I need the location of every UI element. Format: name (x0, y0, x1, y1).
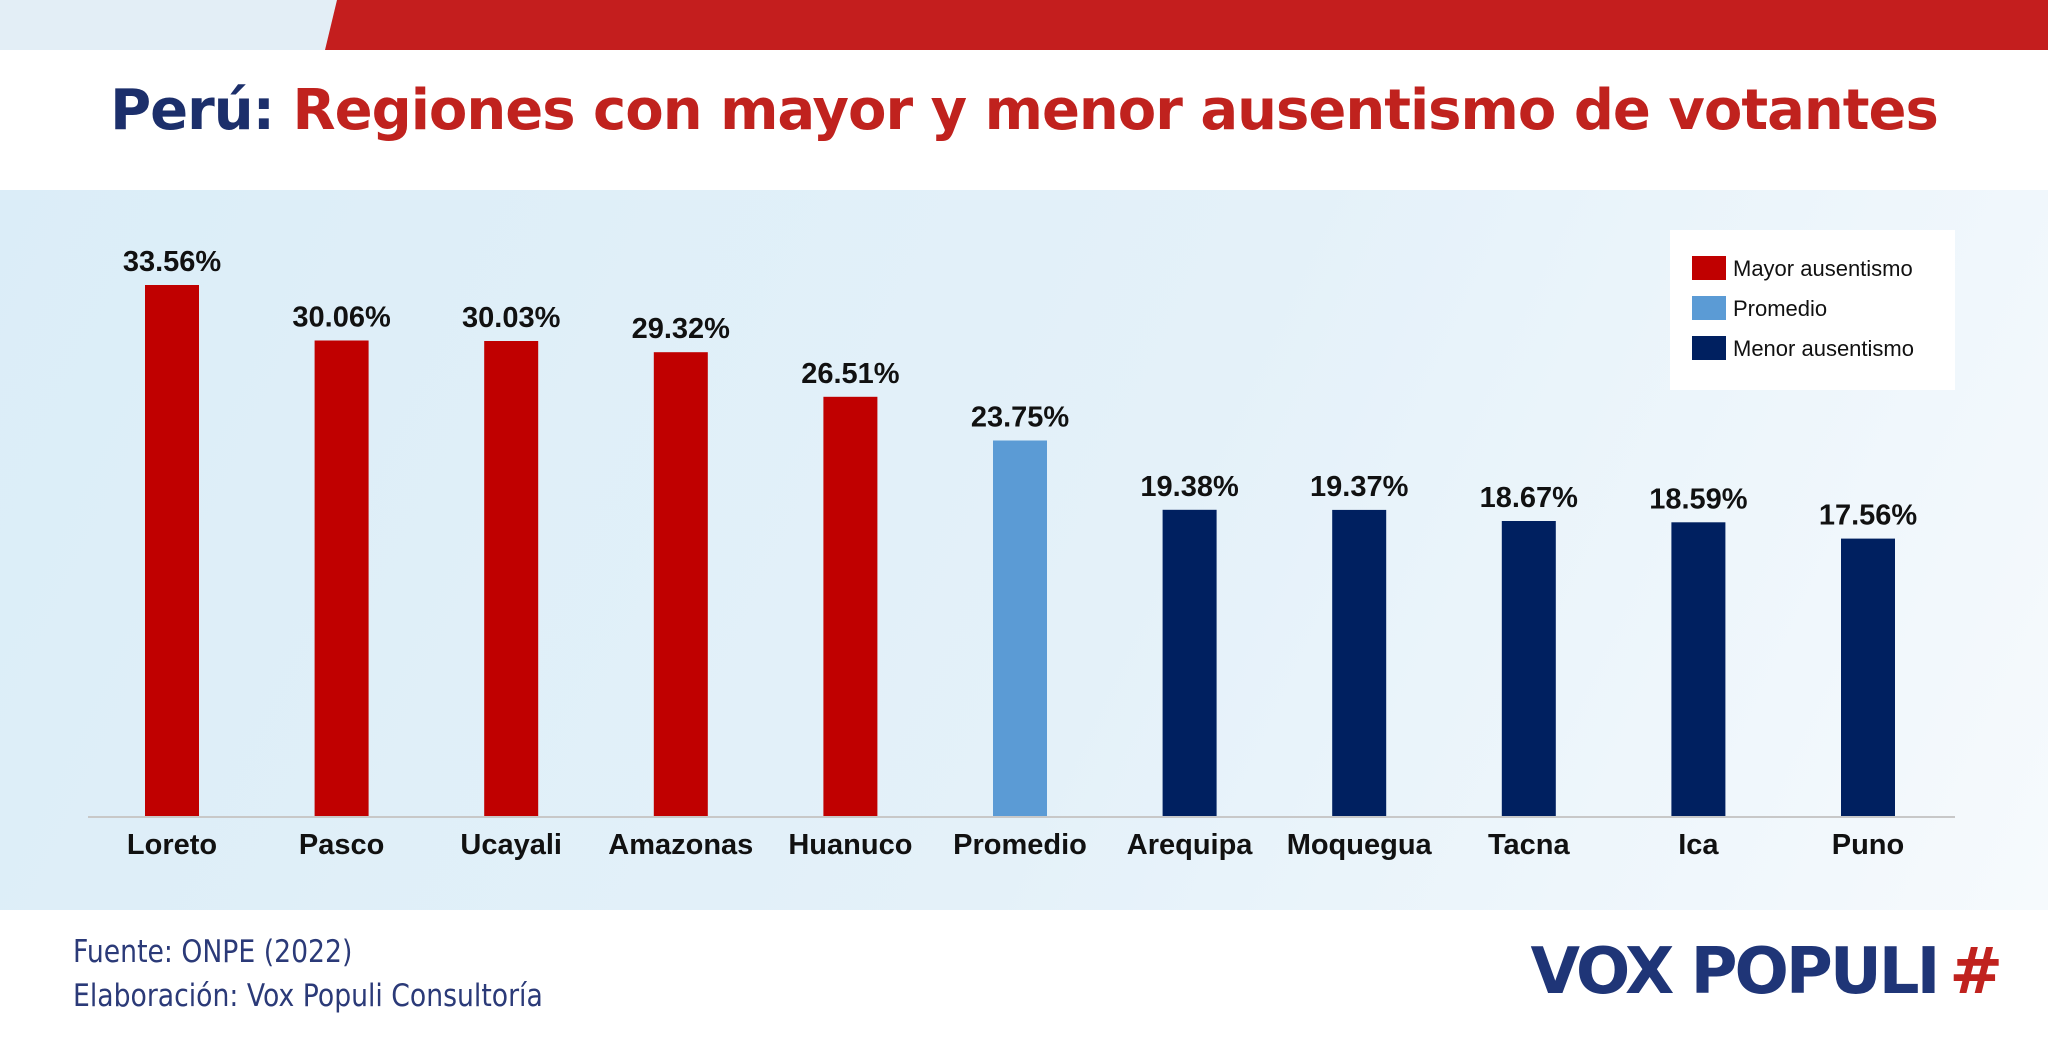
bar-loreto (145, 285, 199, 817)
credit-text: Elaboración: Vox Populi Consultoría (73, 978, 543, 1014)
bar-ucayali (484, 341, 539, 817)
bar-chart: 33.56% 30.06% 30.03% 29.32% 26.51% 23.75% 19.3… (88, 230, 1955, 861)
legend-swatch-mayor (1692, 256, 1726, 280)
legend-swatch-promedio (1692, 296, 1726, 320)
title-main: Regiones con mayor y menor ausentismo de… (292, 78, 1939, 143)
source-text: Fuente: ONPE (2022) (73, 934, 353, 970)
footer-source: Fuente: ONPE (2022) Elaboración: Vox Pop… (73, 930, 543, 1018)
category-label-moquegua: Moquegua (1287, 829, 1433, 861)
category-label-ucayali: Ucayali (460, 829, 562, 861)
value-label-tacna: 18.67% (1480, 482, 1579, 514)
top-red-banner (325, 0, 2048, 50)
category-label-huanuco: Huanuco (788, 829, 912, 861)
bar-pasco (314, 340, 369, 817)
category-label-puno: Puno (1832, 829, 1905, 861)
category-label-promedio: Promedio (953, 829, 1087, 861)
bar-arequipa (1162, 509, 1217, 817)
title-country: Perú: (110, 78, 275, 143)
bar-tacna (1501, 521, 1556, 817)
value-label-amazonas: 29.32% (632, 313, 731, 345)
value-label-arequipa: 19.38% (1140, 471, 1239, 503)
value-label-ica: 18.59% (1649, 483, 1748, 515)
value-label-huanuco: 26.51% (801, 358, 900, 390)
category-label-tacna: Tacna (1488, 829, 1571, 861)
value-label-moquegua: 19.37% (1310, 471, 1409, 503)
chart-title: Perú: Regiones con mayor y menor ausenti… (0, 78, 2048, 143)
vox-populi-logo: VOX POPULI # (1530, 932, 2003, 1012)
category-label-arequipa: Arequipa (1127, 829, 1254, 861)
bar-ica (1671, 522, 1726, 817)
legend: Mayor ausentismo Promedio Menor ausentis… (1670, 230, 1955, 390)
logo-hash-icon: # (1949, 935, 2003, 1009)
bar-moquegua (1332, 509, 1387, 817)
category-label-amazonas: Amazonas (608, 829, 753, 861)
legend-swatch-menor (1692, 336, 1726, 360)
bar-promedio (993, 440, 1047, 817)
bar-huanuco (823, 396, 878, 817)
category-label-pasco: Pasco (299, 829, 384, 861)
value-label-loreto: 33.56% (123, 246, 222, 278)
value-labels-group: 33.56% 30.06% 30.03% 29.32% 26.51% 23.75% 19.3… (123, 246, 1918, 532)
legend-label-menor: Menor ausentismo (1733, 336, 1914, 361)
value-label-puno: 17.56% (1819, 500, 1918, 532)
category-labels-group: Loreto Pasco Ucayali Amazonas Huanuco Promedi… (127, 829, 1904, 861)
logo-text: VOX POPULI (1530, 935, 1940, 1009)
bar-amazonas (653, 352, 708, 817)
category-label-ica: Ica (1678, 829, 1719, 861)
value-label-promedio: 23.75% (971, 402, 1070, 434)
bars-group (145, 285, 1895, 817)
bar-puno (1841, 538, 1895, 817)
category-label-loreto: Loreto (127, 829, 217, 861)
value-label-pasco: 30.06% (292, 302, 391, 334)
legend-label-mayor: Mayor ausentismo (1733, 256, 1913, 281)
legend-label-promedio: Promedio (1733, 296, 1827, 321)
value-label-ucayali: 30.03% (462, 302, 561, 334)
